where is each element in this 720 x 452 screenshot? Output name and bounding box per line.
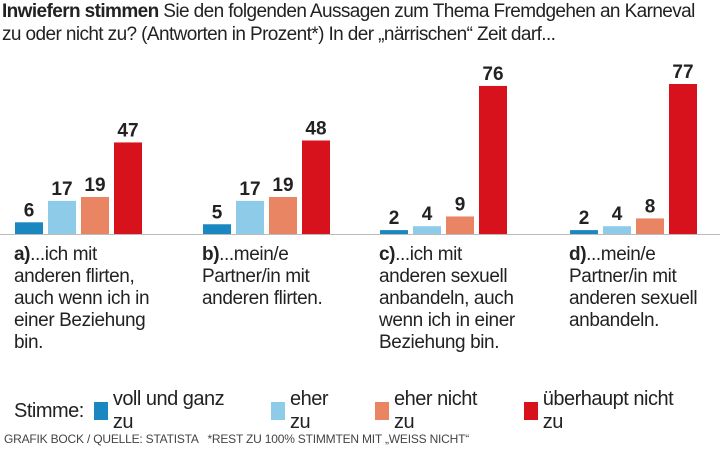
bar	[479, 85, 507, 234]
category-letter: a)	[14, 244, 31, 265]
legend-prefix: Stimme:	[14, 399, 84, 422]
legend-item: eher nicht zu	[375, 388, 502, 434]
data-label: 5	[212, 202, 223, 223]
legend-item: voll und ganz zu	[93, 388, 249, 434]
bar	[413, 226, 441, 234]
legend-item: überhaupt nicht zu	[523, 388, 698, 434]
legend-label: voll und ganz zu	[112, 388, 225, 433]
footer-note: GRAFIK BOCK / QUELLE: STATISTA *REST ZU …	[4, 432, 470, 446]
chart-title: Inwiefern stimmen Sie den folgenden Auss…	[2, 0, 718, 46]
bar-chart: 6 5 2 2 17 17 4 4 19 19 9 8 47 48 76 77	[0, 62, 720, 235]
bar	[48, 200, 76, 234]
data-label: 6	[24, 200, 35, 221]
bar	[203, 224, 231, 234]
data-label: 17	[51, 179, 72, 200]
category-letter: c)	[379, 244, 396, 265]
category-label: c)...ich mit anderen sexuell anbandeln, …	[379, 244, 529, 354]
bar	[236, 200, 264, 234]
legend-label: eher nicht zu	[394, 388, 477, 433]
legend-swatch	[375, 402, 390, 420]
data-label: 17	[239, 179, 260, 200]
category-label: d)...mein/e Partner/in mit anderen sexue…	[569, 244, 709, 332]
legend-swatch	[93, 402, 108, 420]
data-label: 9	[455, 194, 466, 215]
category-label: b)...mein/e Partner/in mit anderen flirt…	[202, 244, 342, 310]
bar	[570, 230, 598, 234]
legend-item: eher zu	[271, 388, 353, 434]
bar	[446, 216, 474, 234]
data-label: 2	[389, 208, 400, 229]
category-text: ...ich mit anderen flirten, auch wenn ic…	[14, 244, 150, 353]
category-letter: d)	[569, 244, 587, 265]
legend-label: eher zu	[290, 388, 329, 433]
legend-swatch	[271, 402, 286, 420]
bar	[636, 218, 664, 234]
category-text: ...ich mit anderen sexuell anbandeln, au…	[379, 244, 515, 353]
category-label: a)...ich mit anderen flirten, auch wenn …	[14, 244, 154, 354]
bar	[669, 84, 697, 234]
data-label: 19	[84, 175, 105, 196]
legend: Stimme: voll und ganz zu eher zu eher nich…	[14, 388, 720, 434]
data-label: 77	[672, 62, 693, 83]
data-label: 4	[422, 204, 433, 225]
category-text: ...mein/e Partner/in mit anderen flirten…	[202, 244, 323, 309]
data-label: 8	[645, 196, 656, 217]
data-label: 48	[305, 118, 326, 139]
bar	[15, 222, 43, 234]
bar	[603, 226, 631, 234]
category-text: ...mein/e Partner/in mit anderen sexuell…	[569, 244, 698, 331]
title-bold: Inwiefern stimmen	[2, 1, 159, 22]
legend-swatch	[523, 402, 538, 420]
data-label: 76	[482, 64, 503, 85]
legend-label: überhaupt nicht zu	[542, 388, 674, 433]
data-label: 19	[272, 175, 293, 196]
data-label: 4	[612, 204, 623, 225]
bar	[380, 230, 408, 234]
bar	[269, 196, 297, 234]
bar	[114, 142, 142, 234]
data-label: 47	[117, 120, 138, 141]
bar	[302, 140, 330, 234]
category-letter: b)	[202, 244, 220, 265]
data-label: 2	[579, 208, 590, 229]
title-rest: Sie den folgenden Aussagen zum Thema Fre…	[2, 1, 695, 45]
bar	[81, 196, 109, 234]
